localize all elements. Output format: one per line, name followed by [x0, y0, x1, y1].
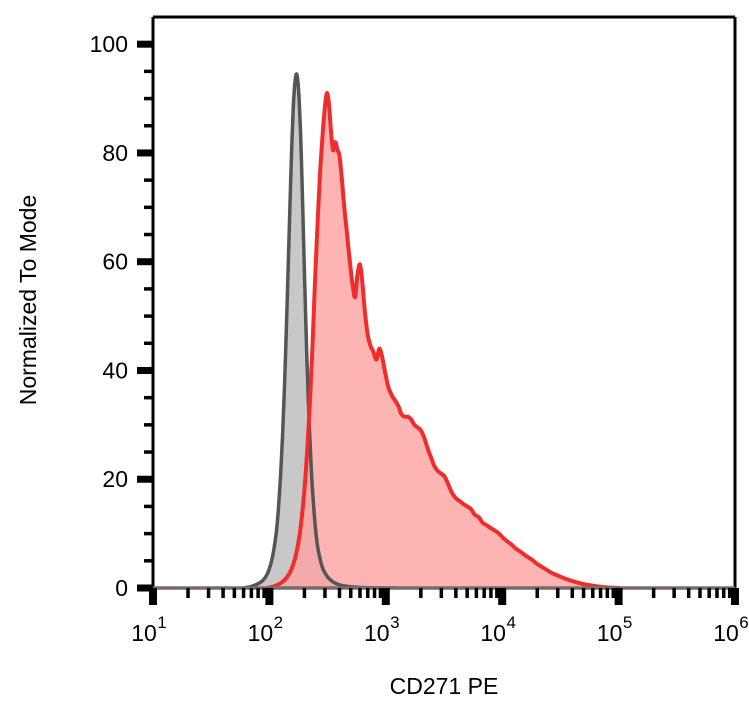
x-tick-base: 10	[131, 620, 157, 646]
x-axis-title: CD271 PE	[390, 673, 499, 699]
x-tick-base: 10	[713, 620, 739, 646]
y-tick-label: 40	[102, 357, 128, 383]
x-tick-base: 10	[597, 620, 623, 646]
x-axis-tick-labels: 10 1 10 2 10 3 10 4 10 5 10 6	[131, 613, 749, 646]
x-tick-label: 10 5	[597, 613, 633, 646]
y-axis-tick-labels: 0 20 40 60 80 100	[90, 31, 128, 601]
x-tick-exponent: 2	[274, 613, 283, 632]
x-tick-label: 10 1	[131, 613, 167, 646]
x-tick-label: 10 3	[364, 613, 400, 646]
series-stained-fill	[266, 93, 619, 588]
x-tick-exponent: 1	[157, 613, 166, 632]
y-axis-ticks	[137, 40, 153, 592]
x-tick-base: 10	[480, 620, 506, 646]
x-tick-label: 10 2	[248, 613, 284, 646]
series-stained-outline	[264, 91, 621, 588]
x-tick-label: 10 4	[480, 613, 516, 646]
x-tick-exponent: 6	[739, 613, 748, 632]
x-axis-ticks	[149, 588, 739, 605]
x-tick-exponent: 5	[623, 613, 632, 632]
y-tick-label: 20	[102, 466, 128, 492]
y-tick-label: 80	[102, 140, 128, 166]
series-control-outline	[241, 72, 397, 588]
y-tick-label: 0	[115, 575, 128, 601]
series-layer	[241, 72, 621, 588]
x-tick-base: 10	[364, 620, 390, 646]
y-tick-label: 100	[90, 31, 128, 57]
x-tick-label: 10 6	[713, 613, 749, 646]
y-tick-label: 60	[102, 249, 128, 275]
y-axis-title: Normalized To Mode	[15, 195, 41, 406]
x-tick-exponent: 3	[390, 613, 399, 632]
x-tick-exponent: 4	[506, 613, 515, 632]
x-tick-base: 10	[248, 620, 274, 646]
